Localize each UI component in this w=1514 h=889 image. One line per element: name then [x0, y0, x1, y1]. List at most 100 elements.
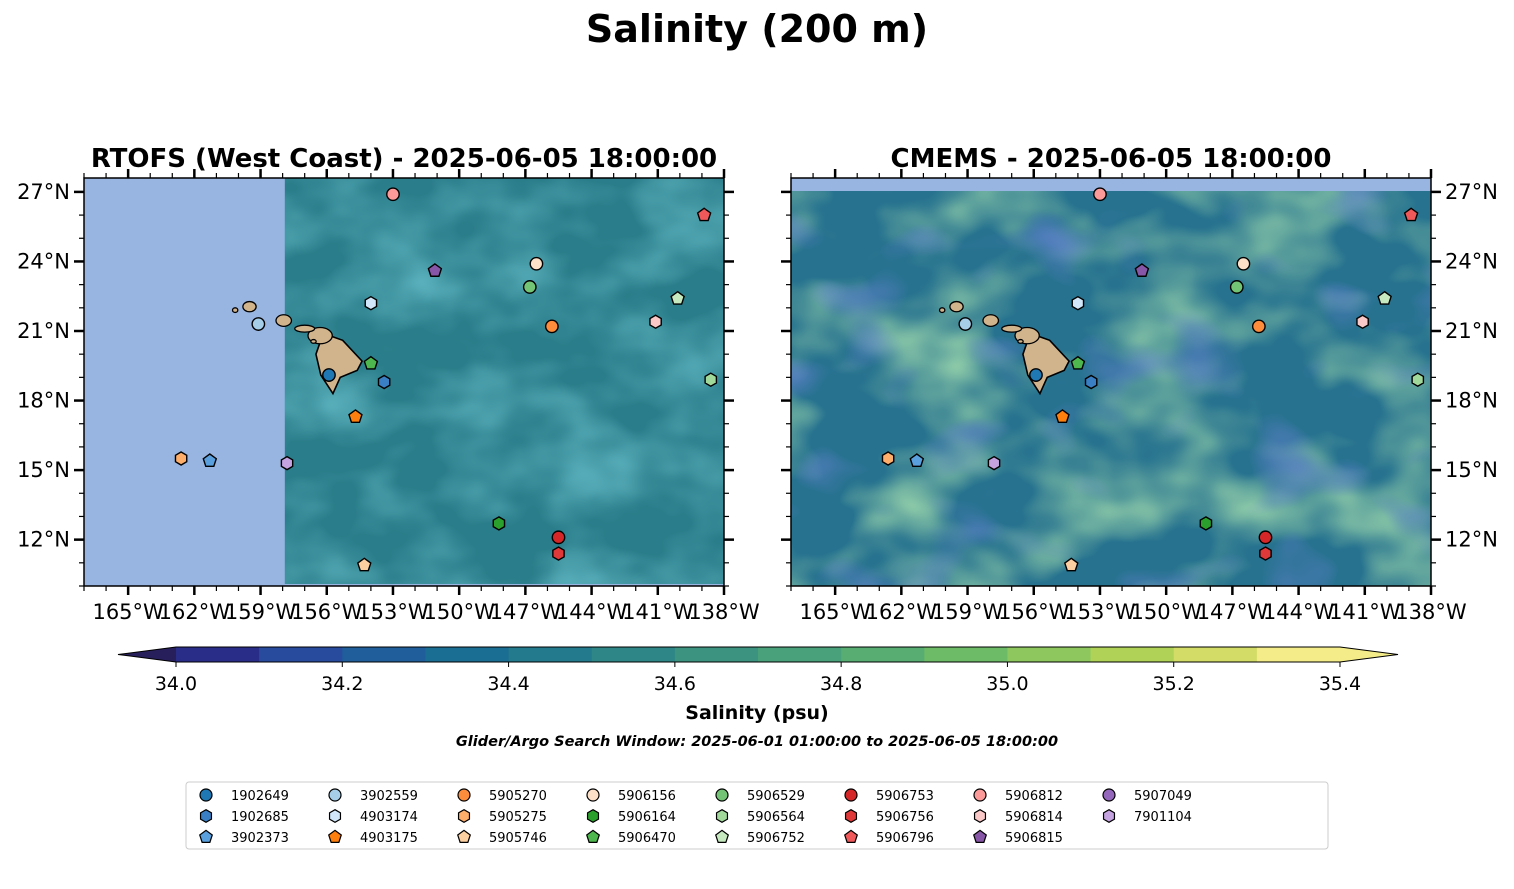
- island-shape: [275, 314, 293, 328]
- float-marker-5906814: [1356, 314, 1369, 330]
- panel-rtofs: RTOFS (West Coast) - 2025-06-05 18:00:00…: [17, 144, 760, 624]
- lat-tick-label: 15°N: [1445, 458, 1498, 482]
- legend-marker-5906753: [844, 788, 858, 802]
- lat-tick-label: 15°N: [17, 458, 70, 482]
- lon-tick-label: 153°W: [1064, 600, 1136, 624]
- colorbar-tick-label: 34.6: [654, 673, 696, 695]
- float-marker-1902649: [1029, 368, 1043, 382]
- lon-tick-label: 162°W: [866, 600, 938, 624]
- legend-marker-5906529: [715, 788, 729, 802]
- legend-label: 3902559: [360, 789, 418, 804]
- legend-marker-5905746: [457, 829, 471, 843]
- colorbar-bin: [924, 647, 1008, 662]
- colorbar-bin: [425, 647, 510, 662]
- legend-marker-5907049: [1102, 788, 1116, 802]
- legend-label: 7901104: [1134, 810, 1192, 825]
- colorbar-bin: [1173, 647, 1258, 662]
- lon-tick-label: 159°W: [225, 600, 297, 624]
- legend-label: 5906812: [1005, 789, 1063, 804]
- float-marker-5906470: [363, 355, 379, 370]
- float-marker-1902649: [322, 368, 336, 382]
- lat-tick-label: 18°N: [17, 389, 70, 413]
- float-marker-5906796: [696, 207, 712, 222]
- legend-marker-5906752: [715, 829, 729, 843]
- colorbar-bin: [342, 647, 426, 662]
- legend-label: 5906815: [1005, 831, 1063, 846]
- colorbar-bin: [1007, 647, 1092, 662]
- lon-tick-label: 150°W: [1130, 600, 1202, 624]
- lon-tick-label: 159°W: [932, 600, 1004, 624]
- legend-label: 5906814: [1005, 810, 1063, 825]
- float-marker-5906470: [1070, 355, 1086, 370]
- island-shape: [1017, 338, 1024, 344]
- float-marker-5906753: [1258, 530, 1273, 545]
- legend-marker-5906564: [715, 809, 729, 823]
- legend-label: 5906752: [747, 831, 805, 846]
- legend-marker-5906815: [973, 829, 987, 843]
- cmems-nodata-strip: [791, 178, 1431, 192]
- legend-marker-5906796: [844, 829, 858, 843]
- float-marker-5906156: [529, 256, 544, 271]
- float-marker-5906756: [552, 546, 565, 561]
- legend-label: 5906529: [747, 789, 805, 804]
- colorbar-extend-max: [1340, 647, 1398, 662]
- float-marker-5905746: [356, 557, 372, 572]
- float-marker-3902559: [251, 317, 266, 331]
- float-marker-5906752: [670, 290, 685, 305]
- float-legend: 1902649 1902685 3902373 3902559 4903174 49031…: [199, 788, 1192, 846]
- legend-marker-5905275: [457, 809, 471, 823]
- cmems-float-markers: [881, 187, 1425, 572]
- lon-tick-label: 141°W: [622, 600, 694, 624]
- colorbar-tick-label: 35.2: [1153, 673, 1195, 695]
- island-shape: [949, 300, 964, 313]
- lon-tick-label: 147°W: [490, 600, 562, 624]
- legend-label: 4903174: [360, 810, 418, 825]
- colorbar-bin: [674, 647, 759, 662]
- legend-label: 5906470: [618, 831, 676, 846]
- island-shape: [1001, 324, 1023, 333]
- colorbar-bin: [176, 647, 260, 662]
- lat-tick-label: 21°N: [17, 319, 70, 343]
- legend-marker-7901104: [1102, 809, 1116, 823]
- colorbar-tick-label: 35.4: [1319, 673, 1361, 695]
- colorbar-tick-label: 34.0: [155, 673, 197, 695]
- rtofs-salinity-texture: [284, 178, 724, 584]
- colorbar-bin: [508, 647, 593, 662]
- cmems-axis-ticks: 165°W162°W159°W156°W153°W150°W147°W144°W…: [781, 169, 1498, 624]
- legend-marker-3902373: [199, 829, 213, 843]
- legend-marker-1902685: [199, 809, 213, 823]
- legend-label: 1902685: [231, 810, 289, 825]
- float-marker-4903174: [364, 295, 378, 311]
- colorbar-bin: [259, 647, 343, 662]
- float-marker-1902685: [377, 374, 391, 390]
- legend-label: 5905270: [489, 789, 547, 804]
- legend-marker-5905270: [457, 788, 471, 802]
- island-shape: [938, 307, 946, 314]
- legend-label: 5906564: [747, 810, 805, 825]
- float-marker-5905270: [1251, 319, 1266, 334]
- island-shape: [982, 314, 1000, 328]
- lat-tick-label: 24°N: [17, 249, 70, 273]
- float-marker-5906164: [492, 516, 506, 531]
- legend-label: 5906164: [618, 810, 676, 825]
- float-marker-7901104: [280, 455, 294, 471]
- float-marker-5906812: [1093, 187, 1107, 202]
- lon-tick-label: 162°W: [159, 600, 231, 624]
- legend-box: [185, 781, 1329, 850]
- lat-tick-label: 24°N: [1445, 249, 1498, 273]
- legend-label: 5905746: [489, 831, 547, 846]
- lat-tick-label: 27°N: [1445, 180, 1498, 204]
- colorbar-extend-min: [118, 647, 176, 662]
- float-marker-5906156: [1236, 256, 1251, 271]
- float-marker-1902685: [1084, 374, 1098, 390]
- lon-tick-label: 165°W: [92, 600, 164, 624]
- legend-label: 5905275: [489, 810, 547, 825]
- legend-marker-5906814: [973, 809, 987, 823]
- lat-tick-label: 12°N: [1445, 528, 1498, 552]
- island-shape: [231, 307, 239, 314]
- rtofs-axes-frame: [83, 177, 725, 587]
- float-marker-5906529: [522, 280, 537, 294]
- float-marker-5906815: [1134, 263, 1150, 277]
- float-marker-5906815: [427, 263, 443, 277]
- colorbar-bin: [1256, 647, 1341, 662]
